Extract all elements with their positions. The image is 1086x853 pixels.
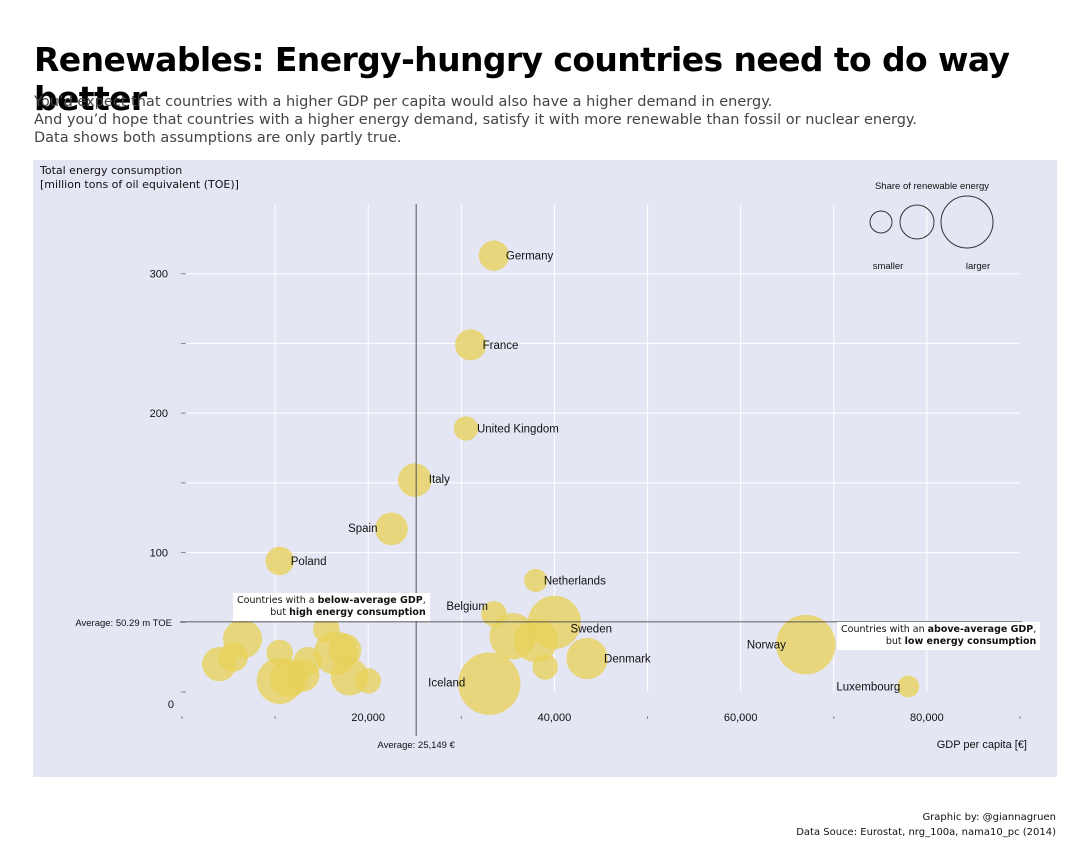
source-text: Data Souce: Eurostat, nrg_100a, nama10_p… [796,827,1056,838]
y-tick-label: 100 [150,548,168,560]
average-gdp-label: Average: 25,149 € [377,740,455,751]
point-label: Denmark [604,654,651,666]
size-legend-circle-medium [899,204,935,240]
point-label: Italy [429,474,450,486]
intro-line: And you’d hope that countries with a hig… [34,112,918,128]
point-label: Netherlands [544,575,606,587]
page-title: Renewables: Energy-hungry countries need… [34,40,1010,118]
size-legend-smaller: smaller [873,261,904,272]
point-label: Iceland [428,678,465,690]
size-legend-circle-small [869,210,893,234]
intro-line: You’d expect that countries with a highe… [34,94,773,110]
annotation-below-average: Countries with a below-average GDP, but … [233,593,430,621]
credit-text: Graphic by: @giannagruen [922,812,1056,823]
x-tick-label: 60,000 [724,712,758,724]
x-axis-title: GDP per capita [€] [937,739,1027,751]
annotation-above-average: Countries with an above-average GDP, but… [837,622,1041,650]
x-tick-label: 20,000 [351,712,385,724]
data-point [532,654,558,680]
y-axis-title-line: Total energy consumption [40,164,183,177]
x-tick-label: 40,000 [538,712,572,724]
data-point [286,658,320,692]
intro-text: You’d expect that countries with a highe… [34,93,917,147]
data-point [776,614,836,675]
point-label: Spain [348,523,377,535]
point-label: Germany [506,251,554,263]
y-tick-label: 0 [168,699,174,711]
data-point [355,668,381,694]
point-label: Poland [291,556,327,568]
y-tick-label: 200 [150,408,168,420]
data-point [265,546,295,576]
point-label: Belgium [446,601,488,613]
y-axis-title-line: [million tons of oil equivalent (TOE)] [40,178,239,191]
y-axis-title: Total energy consumption [million tons o… [40,164,239,192]
x-tick-label: 80,000 [910,712,944,724]
intro-line: Data shows both assumptions are only par… [34,130,402,146]
data-point [897,675,920,698]
data-point [397,463,432,497]
size-legend-larger: larger [966,261,990,272]
data-point [375,512,408,546]
data-point [458,652,521,715]
average-energy-label: Average: 50.29 m TOE [75,618,172,629]
y-tick-label: 300 [150,269,168,281]
point-label: France [483,340,519,352]
data-point [218,642,248,672]
data-point [453,416,479,441]
data-point [455,329,487,361]
point-label: United Kingdom [477,423,559,435]
point-label: Norway [747,640,786,652]
data-point [524,568,548,593]
size-legend-circle-large [940,195,994,249]
size-legend-title: Share of renewable energy [875,181,989,192]
point-label: Luxembourg [836,681,900,693]
point-label: Sweden [570,623,612,635]
data-point [489,613,536,660]
data-point [566,637,608,680]
data-point [478,240,510,271]
